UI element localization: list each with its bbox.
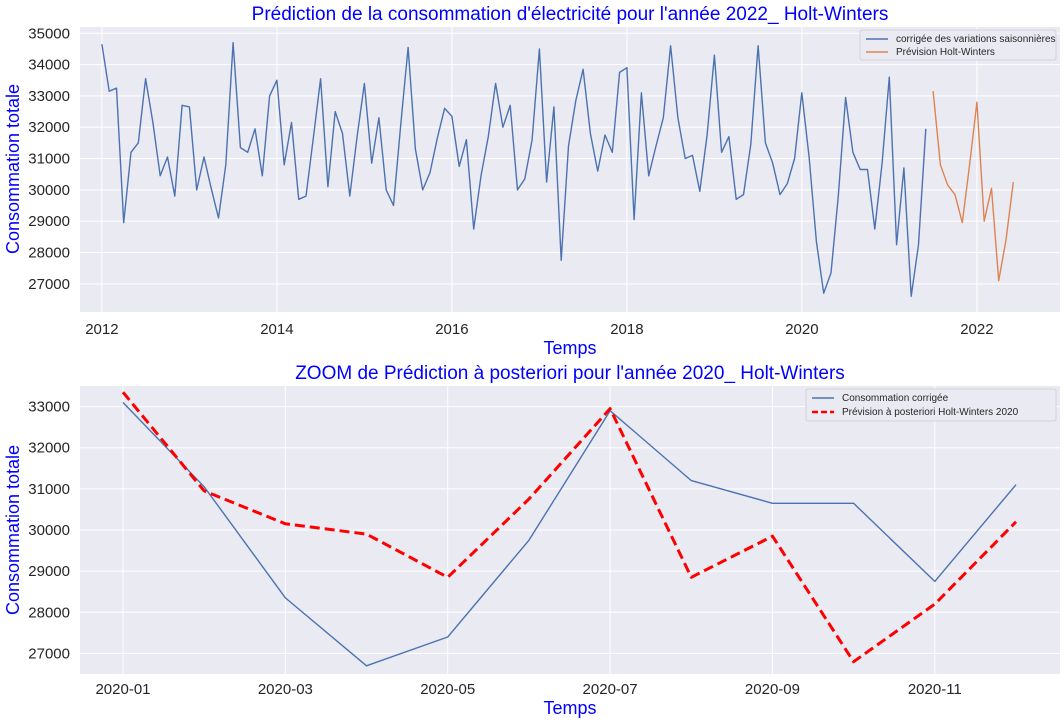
series-bottom: [121, 391, 1018, 667]
x-tick-label: 2020: [785, 321, 818, 338]
y-tick-label: 32000: [28, 119, 70, 136]
chart-title-top: Prédiction de la consommation d'électric…: [252, 4, 889, 25]
legend-top: corrigée des variations saisonnières Pré…: [859, 29, 1057, 61]
ticks-top: 27000 28000 29000 30000 31000 32000 33000 34000…: [28, 25, 993, 338]
series-line-prevision-2020: [121, 391, 1018, 664]
x-tick-label: 2022: [960, 321, 993, 338]
y-axis-label-top: Consommation totale: [3, 84, 23, 254]
series-line-prevision: [932, 91, 1014, 282]
legend-bottom: Consommation corrigée Prévision à poster…: [805, 388, 1057, 422]
x-tick-label: 2020-07: [583, 681, 638, 698]
y-tick-label: 30000: [28, 182, 70, 199]
chart-bottom: 27000 28000 29000 30000 31000 32000 33000 2020-…: [3, 363, 1060, 718]
y-tick-label: 30000: [28, 522, 70, 539]
x-tick-label: 2020-03: [258, 681, 313, 698]
x-tick-label: 2018: [610, 321, 643, 338]
y-tick-label: 27000: [28, 276, 70, 293]
x-tick-label: 2020-11: [908, 681, 962, 698]
chart-title-bottom: ZOOM de Prédiction à posteriori pour l'a…: [295, 363, 845, 384]
y-tick-label: 33000: [28, 399, 70, 416]
y-tick-label: 31000: [28, 481, 70, 498]
y-tick-label: 33000: [28, 88, 70, 105]
y-tick-label: 32000: [28, 440, 70, 457]
grid-top: [80, 27, 1060, 312]
legend-box-bottom: [805, 388, 1057, 422]
y-tick-label: 28000: [28, 604, 70, 621]
legend-box-top: [859, 29, 1057, 61]
y-tick-label: 27000: [28, 645, 70, 662]
y-tick-label: 29000: [28, 563, 70, 580]
chart-top: 27000 28000 29000 30000 31000 32000 33000 34000…: [3, 4, 1060, 358]
series-top: [101, 42, 1014, 297]
x-tick-label: 2012: [85, 321, 118, 338]
legend-label-prevision: Prévision Holt-Winters: [896, 47, 995, 58]
y-tick-label: 31000: [28, 151, 70, 168]
y-tick-label: 35000: [28, 25, 70, 42]
x-tick-label: 2014: [260, 321, 293, 338]
x-tick-label: 2020-09: [745, 681, 800, 698]
x-tick-label: 2020-01: [95, 681, 150, 698]
legend-label-prevision-2020: Prévision à posteriori Holt-Winters 2020: [842, 407, 1019, 418]
y-tick-label: 29000: [28, 213, 70, 230]
series-line-corrigee: [101, 42, 927, 297]
x-axis-label-bottom: Temps: [543, 698, 596, 718]
plot-area-top: [80, 27, 1060, 312]
y-tick-label: 28000: [28, 244, 70, 261]
x-tick-label: 2020-05: [420, 681, 475, 698]
series-line-consommation: [122, 402, 1017, 667]
y-axis-label-bottom: Consommation totale: [3, 445, 23, 615]
x-axis-label-top: Temps: [543, 338, 596, 358]
x-tick-label: 2016: [435, 321, 468, 338]
ticks-bottom: 27000 28000 29000 30000 31000 32000 33000 2020-…: [28, 399, 962, 698]
y-tick-label: 34000: [28, 57, 70, 74]
legend-label-corrigee: corrigée des variations saisonnières: [896, 34, 1056, 45]
legend-label-consommation: Consommation corrigée: [842, 393, 949, 404]
